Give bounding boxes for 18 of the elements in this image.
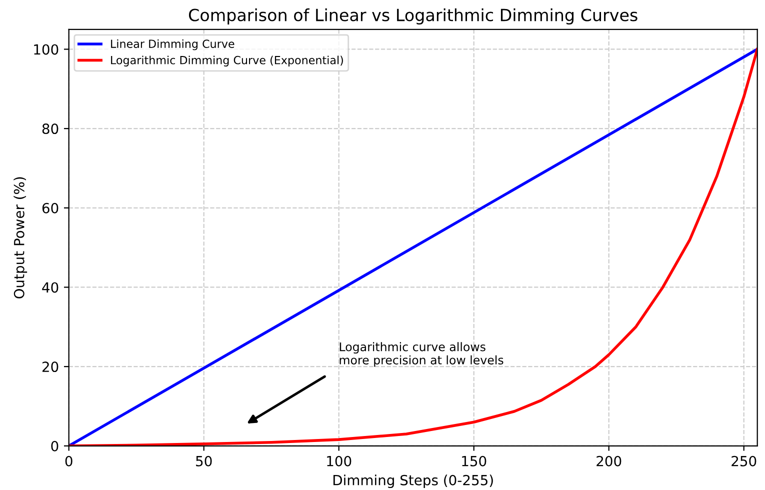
x-tick-label: 50 <box>196 456 212 466</box>
x-tick-label: 0 <box>65 456 72 466</box>
y-tick-label: 80 <box>42 124 58 134</box>
y-tick-label: 40 <box>42 282 58 293</box>
y-tick-label: 20 <box>42 362 58 372</box>
annotation: Logarithmic curve allows more precision at low levels <box>340 342 504 367</box>
x-tick-label: 250 <box>732 456 756 466</box>
legend-label: Logarithmic Dimming Curve (Exponential) <box>111 56 343 66</box>
x-axis-title: Dimming Steps (0-255) <box>333 474 493 488</box>
chart-title: Comparison of Linear vs Logarithmic Dimming Curves <box>188 8 638 25</box>
y-tick-label: 60 <box>42 202 58 214</box>
y-axis-title: Output Power (%) <box>14 177 28 298</box>
x-tick-label: 150 <box>462 456 486 466</box>
y-tick-label: 0 <box>51 440 58 452</box>
y-tick-label: 100 <box>34 44 58 55</box>
x-tick-label: 200 <box>596 456 622 466</box>
legend-label: Linear Dimming Curve <box>111 39 234 50</box>
x-tick-label: 100 <box>327 456 352 466</box>
